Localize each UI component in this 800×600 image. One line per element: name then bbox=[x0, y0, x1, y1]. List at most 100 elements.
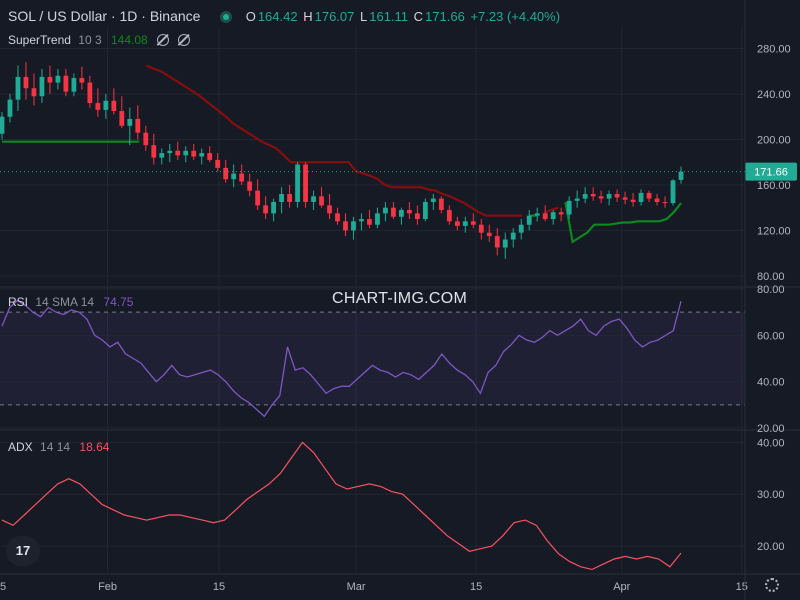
change-value: +7.23 (+4.40%) bbox=[470, 9, 561, 24]
candle-body bbox=[542, 213, 548, 220]
candle-body bbox=[39, 76, 45, 97]
candle-body bbox=[263, 205, 269, 214]
y-tick-label: 280.00 bbox=[757, 43, 791, 55]
y-tick-label: 80.00 bbox=[757, 271, 785, 283]
candle-body bbox=[566, 200, 572, 215]
candle-body bbox=[87, 82, 93, 104]
candle-body bbox=[303, 164, 308, 202]
ohlc-readout: O 164.42 H 176.07 L 161.11 C 171.66 +7.23 (+… bbox=[246, 9, 562, 24]
candle-body bbox=[383, 207, 388, 214]
y-tick-label: 40.00 bbox=[757, 437, 785, 449]
candle-body bbox=[63, 75, 69, 92]
candle-body bbox=[207, 153, 213, 160]
candle-body bbox=[391, 207, 396, 217]
y-tick-label: 60.00 bbox=[757, 330, 785, 342]
y-tick-label: 20.00 bbox=[757, 541, 785, 553]
open-label: O bbox=[245, 9, 256, 24]
candle-body bbox=[191, 150, 197, 157]
candle-body bbox=[55, 75, 61, 83]
candle-body bbox=[135, 118, 141, 133]
y-tick-label: 240.00 bbox=[757, 89, 791, 101]
last-price-tag bbox=[745, 162, 797, 181]
candle-body bbox=[462, 221, 468, 226]
supertrend-legend[interactable]: SuperTrend 10 3 144.08 bbox=[8, 33, 191, 47]
chart-header: SOL / US Dollar · 1D · Binance O 164.42 H… bbox=[8, 8, 562, 24]
tradingview-logo[interactable]: 17 bbox=[6, 536, 40, 566]
y-tick-label: 160.00 bbox=[757, 180, 791, 192]
candle-body bbox=[534, 213, 540, 216]
candle-body bbox=[478, 224, 484, 233]
rsi-name: RSI bbox=[8, 295, 29, 309]
supertrend-down-line bbox=[146, 64, 523, 217]
candle-body bbox=[119, 111, 125, 126]
rsi-value: 74.75 bbox=[103, 295, 134, 309]
symbol-title[interactable]: SOL / US Dollar · 1D · Binance bbox=[8, 8, 201, 24]
candle-body bbox=[502, 239, 508, 248]
low-label: L bbox=[360, 9, 368, 24]
candle-body bbox=[638, 192, 644, 202]
settings-icon[interactable] bbox=[765, 578, 779, 592]
candle-body bbox=[255, 190, 261, 206]
candle-body bbox=[0, 116, 5, 134]
candle-body bbox=[630, 199, 636, 202]
candle-body bbox=[614, 194, 620, 198]
candle-body bbox=[247, 181, 253, 191]
hide-down-icon[interactable] bbox=[178, 34, 191, 46]
y-tick-label: 200.00 bbox=[757, 134, 791, 146]
x-tick-label: 15 bbox=[470, 581, 482, 593]
candle-body bbox=[327, 205, 332, 214]
x-tick-label: 15 bbox=[736, 581, 748, 593]
candle-body bbox=[287, 194, 292, 202]
hide-up-icon[interactable] bbox=[157, 34, 170, 46]
low-value: 161.11 bbox=[369, 9, 409, 24]
close-label: C bbox=[413, 9, 424, 24]
x-tick-label: 5 bbox=[0, 581, 6, 593]
candle-body bbox=[526, 215, 532, 225]
candle-body bbox=[335, 213, 340, 222]
candle-body bbox=[654, 198, 660, 202]
high-value: 176.07 bbox=[314, 9, 355, 24]
candle-body bbox=[199, 153, 205, 157]
market-status-icon[interactable] bbox=[220, 11, 233, 23]
rsi-line bbox=[1, 299, 682, 418]
candle-body bbox=[343, 221, 348, 231]
candle-body bbox=[143, 132, 149, 146]
x-tick-label: Mar bbox=[347, 581, 366, 593]
candle-body bbox=[175, 150, 181, 156]
candle-body bbox=[678, 171, 684, 180]
candle-body bbox=[183, 150, 189, 156]
candle-body bbox=[167, 150, 173, 154]
open-value: 164.42 bbox=[257, 9, 298, 24]
candle-body bbox=[231, 173, 237, 180]
candle-body bbox=[662, 201, 668, 204]
adx-name: ADX bbox=[8, 440, 33, 454]
candle-body bbox=[15, 76, 21, 100]
candle-body bbox=[606, 194, 612, 199]
candle-body bbox=[367, 219, 372, 225]
candle-body bbox=[311, 196, 316, 202]
supertrend-name: SuperTrend bbox=[8, 33, 71, 47]
candle-body bbox=[79, 78, 85, 83]
candle-body bbox=[494, 236, 500, 248]
rsi-legend[interactable]: RSI 14 SMA 14 74.75 bbox=[8, 295, 133, 309]
candle-body bbox=[622, 197, 628, 200]
candle-body bbox=[7, 99, 13, 117]
adx-legend[interactable]: ADX 14 14 18.64 bbox=[8, 440, 109, 454]
candle-body bbox=[215, 159, 221, 168]
candle-body bbox=[47, 76, 53, 83]
adx-params: 14 14 bbox=[40, 440, 71, 454]
candle-body bbox=[31, 88, 37, 97]
candle-body bbox=[422, 201, 428, 220]
candle-body bbox=[430, 198, 436, 202]
candle-body bbox=[223, 167, 229, 180]
candle-body bbox=[582, 194, 588, 199]
candle-body bbox=[103, 100, 109, 110]
candle-body bbox=[407, 209, 412, 214]
candle-body bbox=[111, 100, 117, 112]
candle-body bbox=[446, 209, 452, 222]
close-value: 171.66 bbox=[425, 9, 465, 24]
y-tick-label: 120.00 bbox=[757, 225, 791, 237]
adx-line bbox=[1, 441, 682, 571]
candle-body bbox=[590, 194, 596, 197]
